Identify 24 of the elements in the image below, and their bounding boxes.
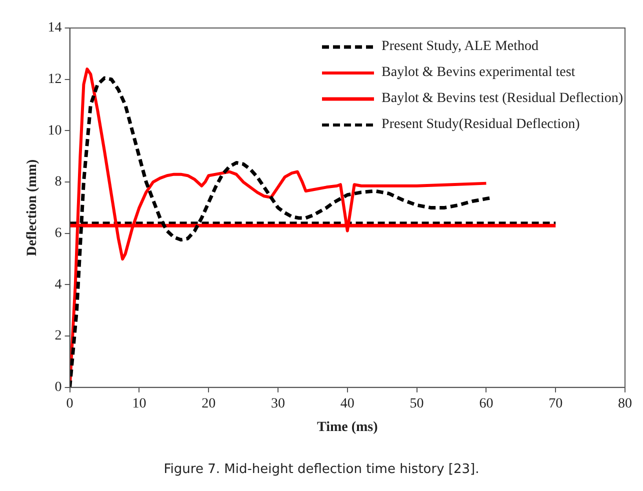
x-tick-label: 10 bbox=[132, 396, 146, 412]
y-tick-label: 14 bbox=[48, 20, 62, 36]
caption: Figure 7. Mid-height deflection time history [23]. bbox=[162, 462, 480, 477]
legend-label: Baylot & Bevins test (Residual Deflection) bbox=[382, 91, 623, 107]
x-tick-label: 0 bbox=[66, 396, 74, 412]
y-tick-label: 2 bbox=[54, 328, 62, 344]
x-tick-label: 20 bbox=[202, 396, 216, 412]
y-tick-label: 6 bbox=[54, 226, 62, 242]
y-axis-title: Deflection (mm) bbox=[25, 158, 40, 256]
y-tick-label: 0 bbox=[54, 380, 62, 396]
legend-label: Baylot & Bevins experimental test bbox=[382, 65, 576, 81]
y-tick-label: 12 bbox=[48, 72, 62, 88]
x-tick-label: 60 bbox=[479, 396, 494, 412]
x-tick-label: 50 bbox=[410, 396, 424, 412]
x-axis-title: Time (ms) bbox=[317, 420, 378, 436]
x-tick-label: 80 bbox=[618, 396, 632, 412]
legend-label: Present Study, ALE Method bbox=[382, 39, 539, 55]
y-tick-label: 4 bbox=[54, 277, 62, 292]
x-tick-label: 30 bbox=[271, 396, 285, 412]
y-tick-label: 10 bbox=[48, 123, 62, 138]
legend-label: Present Study(Residual Deflection) bbox=[382, 117, 580, 133]
x-tick-label: 70 bbox=[548, 396, 563, 412]
x-tick-label: 40 bbox=[340, 396, 354, 412]
y-tick-label: 8 bbox=[54, 174, 62, 190]
